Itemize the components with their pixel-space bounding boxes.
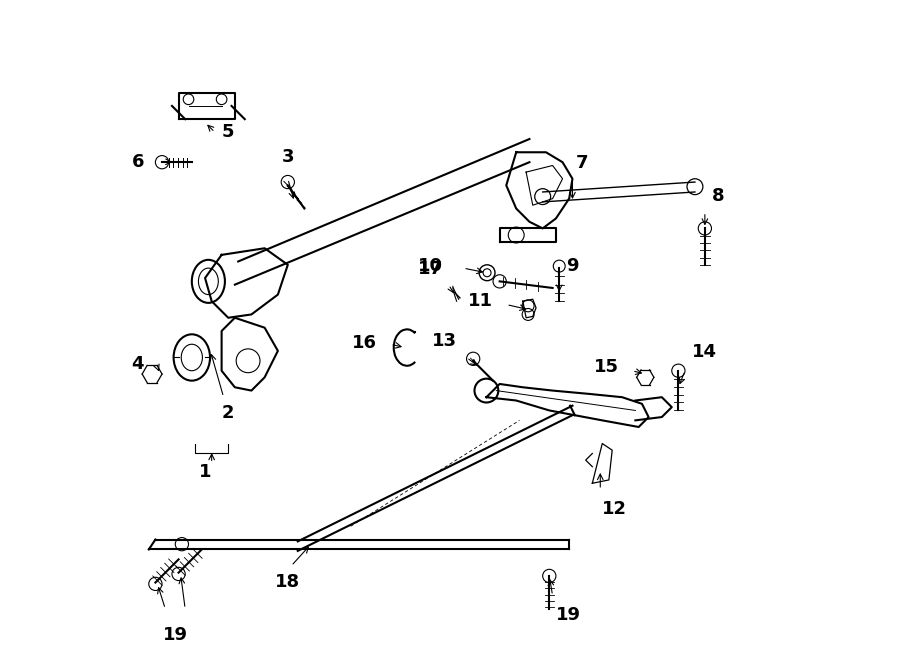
Text: 1: 1 — [199, 463, 212, 481]
Text: 9: 9 — [566, 257, 579, 275]
Text: 17: 17 — [418, 260, 444, 278]
Text: 19: 19 — [163, 626, 188, 643]
Text: 14: 14 — [691, 343, 716, 361]
Text: 10: 10 — [418, 257, 444, 275]
Text: 4: 4 — [131, 355, 144, 373]
Text: 5: 5 — [221, 123, 234, 142]
Text: 6: 6 — [131, 152, 144, 171]
Text: 2: 2 — [222, 404, 235, 422]
Text: 15: 15 — [594, 358, 619, 377]
Text: 19: 19 — [556, 606, 581, 624]
Text: 12: 12 — [602, 500, 627, 518]
Text: 16: 16 — [352, 334, 377, 352]
Text: 3: 3 — [282, 148, 294, 166]
Text: 11: 11 — [468, 292, 493, 310]
Text: 13: 13 — [432, 332, 456, 350]
Text: 7: 7 — [576, 154, 589, 172]
Text: 18: 18 — [275, 573, 301, 591]
Text: 8: 8 — [712, 187, 724, 205]
